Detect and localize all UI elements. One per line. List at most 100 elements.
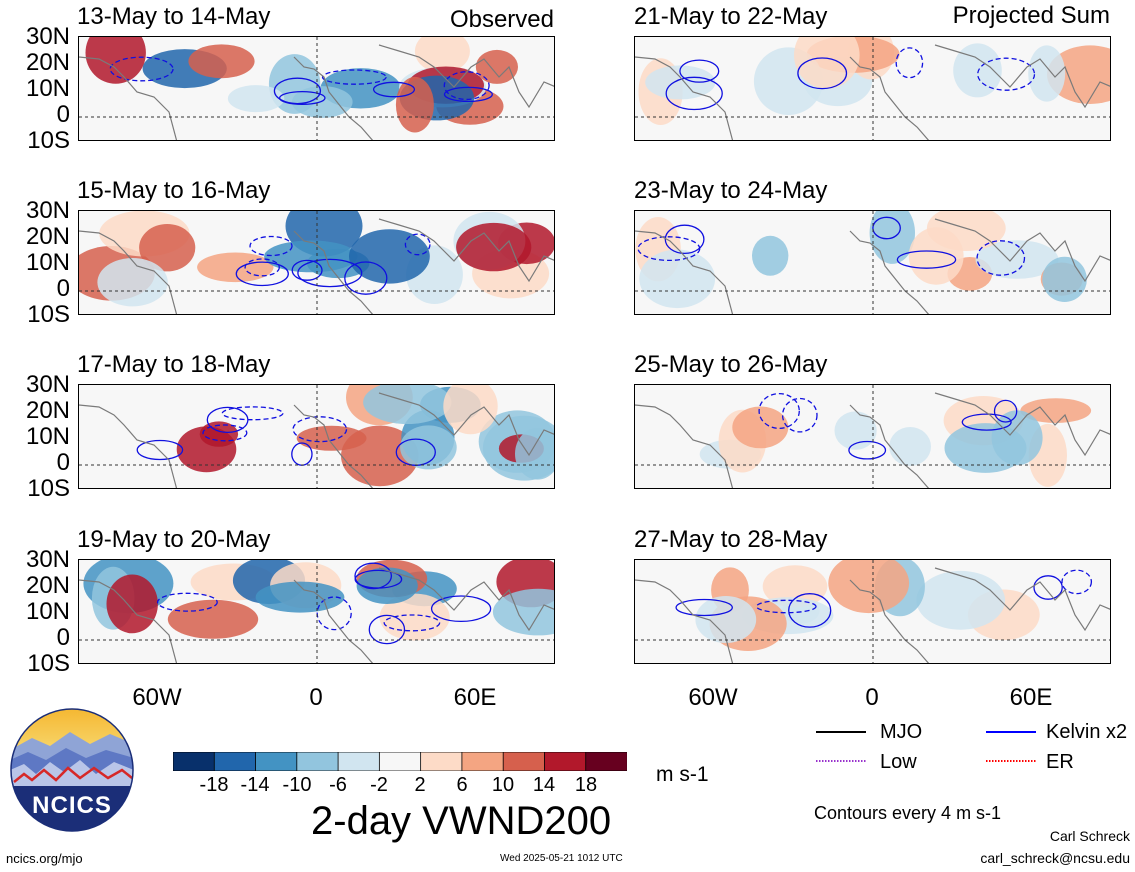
kelvin-contour (291, 259, 323, 281)
kelvin-contour (443, 86, 493, 103)
anomaly-blob (255, 581, 345, 613)
colorbar-tick: 10 (491, 774, 515, 796)
map-panel-right-3 (634, 384, 1111, 489)
colorbar-swatch (420, 751, 463, 772)
colorbar-tick: 2 (414, 774, 426, 796)
anomaly-blob (227, 85, 285, 113)
panel-title-right-3: 25-May to 26-May (634, 351, 828, 378)
colorbar-swatch (461, 751, 504, 772)
anomaly-blob (916, 570, 1006, 630)
kelvin-contour (679, 59, 720, 83)
colorbar-swatch (585, 751, 628, 772)
lon-label: 60W (688, 684, 738, 711)
colorbar-tick: -18 (199, 774, 229, 796)
kelvin-contour (675, 598, 733, 617)
lat-label: 20N (25, 397, 70, 424)
observed-label: Observed (449, 6, 554, 33)
coastline (635, 44, 1110, 140)
anomaly-blob (197, 252, 274, 283)
legend-label-kelvin: Kelvin x2 (1046, 721, 1128, 743)
map-panel-right-2 (634, 210, 1111, 315)
anomaly-blob (732, 406, 789, 449)
author-email: carl_schreck@ncsu.edu (980, 850, 1130, 866)
lat-label: 10N (25, 423, 70, 450)
anomaly-blob (139, 224, 196, 272)
lat-label: 10S (27, 301, 70, 328)
kelvin-contour (278, 90, 326, 106)
kelvin-contour (758, 392, 800, 430)
anomaly-blob (953, 43, 1002, 98)
kelvin-contour (993, 399, 1018, 423)
kelvin-contour (1061, 569, 1093, 595)
anomaly-blob (292, 86, 353, 118)
kelvin-contour (404, 233, 431, 256)
kelvin-contour (368, 614, 406, 645)
kelvin-contour (321, 69, 387, 85)
coastline (79, 218, 554, 314)
colorbar-swatch (378, 751, 422, 772)
kelvin-contour (273, 77, 322, 105)
kelvin-contour (797, 57, 848, 90)
lat-label: 0 (56, 101, 70, 128)
anomaly-blob (762, 565, 828, 608)
kelvin-contour (202, 424, 248, 442)
anomaly-blob (828, 560, 910, 614)
legend-line-kelvin (986, 731, 1036, 733)
kelvin-contour (344, 261, 388, 295)
panel-title-left-3: 17-May to 18-May (77, 351, 271, 378)
map-panel-left-1 (78, 36, 555, 141)
kelvin-contour (372, 81, 416, 98)
colorbar-swatch (337, 751, 381, 772)
anomaly-blob (1028, 45, 1066, 102)
kelvin-contour (872, 216, 901, 240)
legend-label-er: ER (1046, 751, 1074, 773)
kelvin-contour (848, 440, 887, 460)
anomaly-blob (349, 229, 430, 284)
panel-title-right-2: 23-May to 24-May (634, 177, 828, 204)
timestamp: Wed 2025-05-21 1012 UTC (500, 853, 623, 864)
lat-label: 10S (27, 475, 70, 502)
legend-label-low: Low (880, 751, 917, 773)
kelvin-contour (961, 413, 1012, 431)
kelvin-contour (292, 416, 348, 443)
map-panel-right-4 (634, 559, 1111, 664)
lat-label: 20N (25, 572, 70, 599)
anomaly-blob (991, 410, 1043, 466)
kelvin-contour (354, 562, 393, 590)
panel-title-right-1: 21-May to 22-May (634, 3, 828, 30)
kelvin-contour (896, 250, 957, 269)
anomaly-blob (794, 37, 860, 89)
kelvin-contour (249, 235, 293, 257)
lon-label: 60E (1009, 684, 1053, 711)
site-url: ncics.org/mjo (6, 851, 83, 866)
kelvin-contour (244, 258, 280, 277)
colorbar-tick: -10 (282, 774, 312, 796)
legend-label-mjo: MJO (880, 721, 923, 743)
lat-label: 30N (25, 23, 70, 50)
coastline (79, 392, 554, 488)
kelvin-contour (755, 599, 817, 614)
anomaly-blob (400, 425, 457, 470)
kelvin-contour (443, 71, 490, 101)
anomaly-blob (752, 235, 789, 276)
colorbar-tick: -14 (240, 774, 270, 796)
anomaly-blob (1020, 398, 1092, 423)
kelvin-contour (430, 595, 492, 623)
anomaly-blob (639, 249, 716, 309)
colorbar-units: m s-1 (656, 763, 709, 786)
lat-label: 0 (56, 275, 70, 302)
coastline (79, 44, 554, 140)
colorbar-tick: 14 (532, 774, 556, 796)
anomaly-blob (97, 258, 168, 307)
colorbar-tick: -6 (329, 774, 347, 796)
lon-label: 60W (132, 684, 182, 711)
anomaly-blob (456, 222, 532, 272)
anomaly-blob (645, 65, 716, 100)
legend-line-er (986, 760, 1036, 762)
anomaly-blob (475, 49, 518, 84)
kelvin-contour (895, 47, 924, 79)
map-panel-left-3 (78, 384, 555, 489)
anomaly-blob (85, 37, 146, 84)
lat-label: 10N (25, 75, 70, 102)
kelvin-contour (665, 76, 723, 111)
